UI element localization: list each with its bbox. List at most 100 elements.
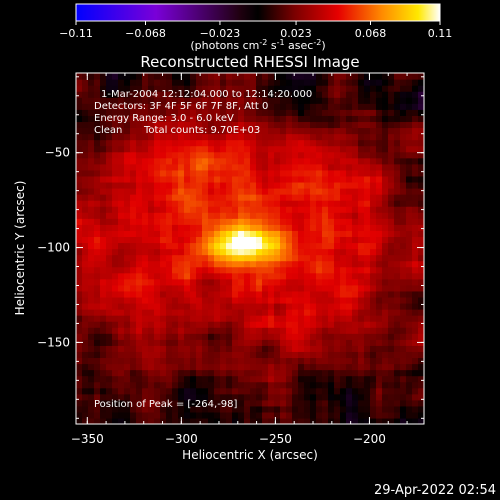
heatmap-cell <box>316 169 323 177</box>
heatmap-cell <box>334 351 341 359</box>
heatmap-cell <box>208 321 215 328</box>
heatmap-cell <box>406 321 413 328</box>
heatmap-cell <box>142 109 149 116</box>
heatmap-cell <box>184 411 191 419</box>
heatmap-cell <box>382 85 389 92</box>
heatmap-cell <box>388 351 395 359</box>
heatmap-cell <box>160 163 167 171</box>
heatmap-cell <box>112 399 119 407</box>
heatmap-cell <box>250 85 257 92</box>
heatmap-cell <box>160 357 167 365</box>
heatmap-cell <box>202 345 209 352</box>
heatmap-cell <box>184 357 191 365</box>
heatmap-cell <box>118 302 125 310</box>
heatmap-cell <box>190 157 197 165</box>
heatmap-cell <box>196 127 203 135</box>
heatmap-cell <box>160 321 167 328</box>
heatmap-cell <box>394 133 401 141</box>
heatmap-cell <box>310 127 317 135</box>
heatmap-cell <box>130 97 137 104</box>
heatmap-cell <box>334 194 341 201</box>
heatmap-cell <box>286 417 293 424</box>
heatmap-cell <box>112 405 119 413</box>
heatmap-cell <box>322 218 329 225</box>
heatmap-cell <box>238 351 245 359</box>
heatmap-cell <box>124 254 131 262</box>
heatmap-cell <box>298 121 305 129</box>
heatmap-cell <box>364 163 371 171</box>
heatmap-cell <box>256 387 263 395</box>
heatmap-cell <box>154 139 161 147</box>
heatmap-cell <box>154 133 161 141</box>
heatmap-cell <box>328 79 335 86</box>
heatmap-cell <box>106 212 113 219</box>
heatmap-cell <box>184 163 191 171</box>
heatmap-cell <box>100 157 107 165</box>
heatmap-cell <box>394 399 401 407</box>
heatmap-cell <box>88 411 95 419</box>
heatmap-cell <box>328 163 335 171</box>
heatmap-cell <box>346 97 353 104</box>
heatmap-cell <box>310 157 317 165</box>
heatmap-cell <box>346 248 353 256</box>
heatmap-cell <box>106 85 113 92</box>
heatmap-cell <box>310 79 317 86</box>
heatmap-cell <box>94 91 101 98</box>
heatmap-cell <box>166 127 173 135</box>
heatmap-cell <box>220 218 227 225</box>
heatmap-cell <box>172 387 179 395</box>
heatmap-cell <box>316 417 323 424</box>
heatmap-cell <box>136 97 143 104</box>
heatmap-cell <box>202 115 209 123</box>
heatmap-cell <box>154 109 161 116</box>
heatmap-cell <box>208 272 215 280</box>
heatmap-cell <box>334 248 341 256</box>
heatmap-cell <box>346 230 353 237</box>
heatmap-cell <box>316 115 323 123</box>
heatmap-cell <box>208 333 215 340</box>
heatmap-cell <box>376 302 383 310</box>
heatmap-cell <box>94 315 101 322</box>
y-tick-label: −100 <box>37 241 70 255</box>
heatmap-cell <box>316 206 323 213</box>
heatmap-cell <box>232 85 239 92</box>
heatmap-cell <box>148 97 155 104</box>
heatmap-cell <box>244 103 251 110</box>
heatmap-cell <box>370 333 377 340</box>
heatmap-cell <box>400 79 407 86</box>
heatmap-cell <box>340 284 347 292</box>
heatmap-cell <box>214 363 221 371</box>
heatmap-cell <box>352 91 359 98</box>
heatmap-cell <box>214 79 221 86</box>
heatmap-cell <box>238 169 245 177</box>
heatmap-cell <box>418 97 424 104</box>
heatmap-cell <box>238 175 245 183</box>
heatmap-cell <box>316 272 323 280</box>
heatmap-cell <box>94 272 101 280</box>
heatmap-cell <box>226 399 233 407</box>
heatmap-cell <box>124 290 131 298</box>
heatmap-cell <box>238 212 245 219</box>
heatmap-cell <box>202 212 209 219</box>
heatmap-cell <box>388 200 395 207</box>
heatmap-cell <box>214 157 221 165</box>
heatmap-cell <box>238 399 245 407</box>
heatmap-cell <box>154 85 161 92</box>
heatmap-cell <box>136 369 143 377</box>
heatmap-cell <box>208 399 215 407</box>
heatmap-cell <box>292 103 299 110</box>
heatmap-cell <box>280 345 287 352</box>
heatmap-cell <box>400 133 407 141</box>
heatmap-cell <box>82 91 89 98</box>
heatmap-cell <box>412 302 419 310</box>
heatmap-cell <box>400 278 407 286</box>
heatmap-cell <box>400 109 407 116</box>
heatmap-cell <box>352 194 359 201</box>
heatmap-cell <box>112 133 119 141</box>
heatmap-cell <box>358 417 365 424</box>
heatmap-cell <box>112 315 119 322</box>
heatmap-cell <box>382 381 389 389</box>
heatmap-cell <box>124 85 131 92</box>
heatmap-cell <box>382 278 389 286</box>
heatmap-cell <box>208 206 215 213</box>
